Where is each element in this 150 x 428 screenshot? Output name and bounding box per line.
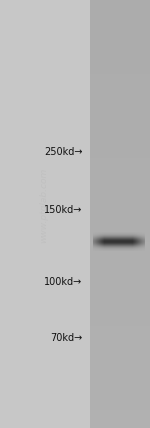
Text: 150kd→: 150kd→ <box>44 205 82 215</box>
Text: 250kd→: 250kd→ <box>44 147 82 157</box>
Text: 70kd→: 70kd→ <box>50 333 82 343</box>
Text: www.ptglab.com: www.ptglab.com <box>39 168 48 243</box>
Text: 100kd→: 100kd→ <box>44 277 82 288</box>
